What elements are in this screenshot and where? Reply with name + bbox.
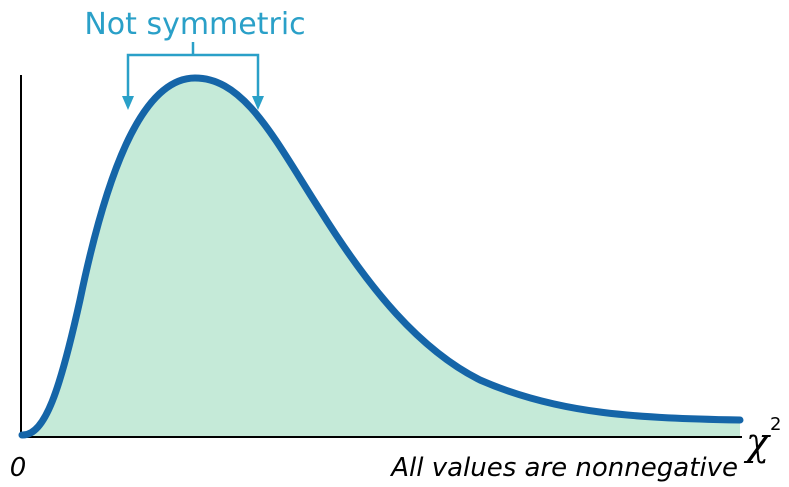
annotation: Not symmetric	[84, 7, 305, 42]
axis-symbol: χ	[743, 420, 771, 464]
caption: All values are nonnegative	[389, 453, 738, 483]
distribution-area	[22, 78, 740, 437]
distribution-curve	[18, 74, 744, 439]
bracket-arrowheads	[122, 96, 264, 110]
origin-label: 0	[10, 453, 27, 483]
bracket	[126, 42, 260, 100]
axis-exponent: 2	[770, 414, 781, 435]
